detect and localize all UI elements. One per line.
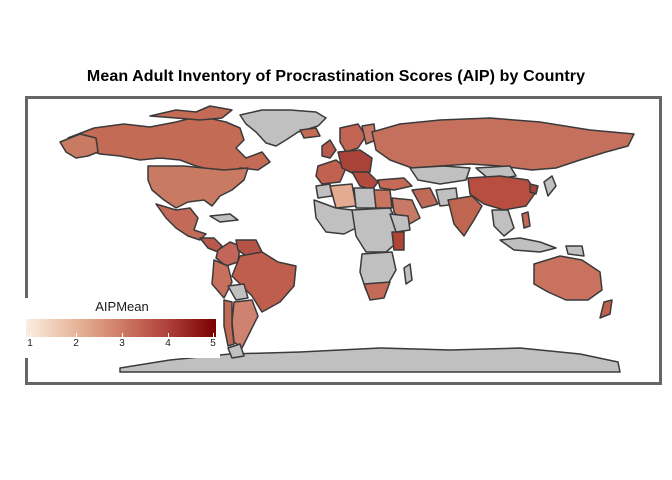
country-australia[interactable]: [533, 255, 603, 301]
country-central-europe[interactable]: [337, 149, 373, 175]
legend-tick-mark: [213, 333, 214, 337]
country-france-spain[interactable]: [315, 159, 347, 185]
country-south-africa[interactable]: [363, 281, 391, 301]
legend-tick-label: 2: [73, 338, 79, 349]
legend-tick-label: 3: [119, 338, 125, 349]
country-usa[interactable]: [147, 165, 249, 209]
legend-tick-label: 1: [27, 338, 33, 349]
country-new-zealand[interactable]: [599, 299, 613, 319]
country-mexico[interactable]: [155, 203, 207, 241]
country-saudi-arabia[interactable]: [391, 197, 421, 227]
country-philippines[interactable]: [521, 211, 531, 229]
map-title: Mean Adult Inventory of Procrastination …: [86, 68, 586, 85]
country-canada-islands[interactable]: [149, 105, 233, 121]
country-chile[interactable]: [223, 299, 235, 347]
country-peru[interactable]: [211, 259, 233, 299]
legend-tick-mark: [122, 333, 123, 337]
country-kazakhstan[interactable]: [409, 165, 471, 185]
country-turkey[interactable]: [377, 177, 413, 191]
country-west-africa[interactable]: [313, 199, 361, 235]
country-ethiopia[interactable]: [389, 213, 411, 233]
country-madagascar[interactable]: [403, 263, 413, 285]
country-norway-sweden[interactable]: [339, 123, 367, 153]
country-south-korea[interactable]: [529, 183, 539, 195]
country-canada[interactable]: [67, 115, 271, 177]
country-png[interactable]: [565, 245, 585, 257]
country-brazil[interactable]: [231, 251, 297, 313]
country-libya[interactable]: [353, 187, 377, 209]
country-iceland[interactable]: [299, 127, 321, 139]
country-bolivia[interactable]: [227, 283, 249, 301]
country-antarctica-peninsula[interactable]: [227, 343, 245, 359]
country-kenya[interactable]: [391, 231, 405, 251]
legend-tick-label: 5: [210, 338, 216, 349]
country-japan[interactable]: [543, 175, 557, 197]
country-southeast-asia[interactable]: [491, 209, 515, 237]
country-uk[interactable]: [321, 139, 337, 159]
legend-tick-label: 4: [165, 338, 171, 349]
country-iran[interactable]: [411, 187, 439, 209]
country-usa-alaska[interactable]: [59, 133, 99, 159]
country-cuba[interactable]: [209, 213, 239, 223]
legend-title: AIPMean: [95, 299, 149, 314]
country-china[interactable]: [467, 175, 537, 211]
legend-tick-mark: [76, 333, 77, 337]
legend-tick-mark: [168, 333, 169, 337]
country-italy-balkans[interactable]: [351, 171, 379, 191]
country-egypt[interactable]: [373, 189, 393, 209]
color-legend: AIPMean 1 2 3 4 5: [24, 298, 220, 358]
legend-tick-mark: [30, 333, 31, 337]
country-antarctica[interactable]: [119, 347, 621, 373]
legend-gradient-bar: [26, 319, 216, 337]
country-greenland[interactable]: [239, 109, 327, 147]
country-indonesia-malaysia[interactable]: [499, 237, 557, 253]
